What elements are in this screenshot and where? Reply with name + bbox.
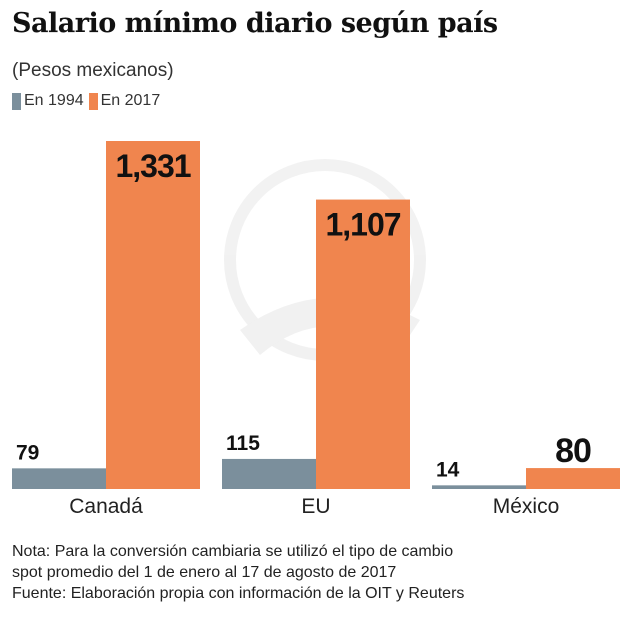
note-line: Nota: Para la conversión cambiaria se ut…: [12, 543, 454, 560]
value-label-2017: 1,107: [325, 207, 400, 243]
category-label: México: [493, 495, 560, 518]
value-label-1994: 79: [16, 441, 39, 464]
source-line: Fuente: Elaboración propia con informaci…: [12, 585, 465, 602]
value-label-1994: 115: [226, 432, 260, 455]
value-label-2017: 80: [555, 432, 591, 470]
value-label-1994: 14: [436, 458, 460, 481]
bar-2017-0: [106, 141, 200, 489]
chart-title: Salario mínimo diario según país: [12, 8, 498, 39]
bar-2017-2: [526, 468, 620, 489]
legend-label-2017: En 2017: [100, 92, 161, 109]
legend-label-1994: En 1994: [24, 92, 84, 109]
category-label: Canadá: [69, 495, 143, 518]
notes: Nota: Para la conversión cambiaria se ut…: [12, 541, 464, 604]
bar-1994-0: [12, 468, 106, 489]
value-label-2017: 1,331: [115, 148, 190, 184]
bar-1994-1: [222, 458, 316, 489]
category-label: EU: [301, 495, 330, 518]
bar-2017-1: [316, 199, 410, 489]
bar-1994-2: [432, 485, 526, 489]
legend-swatch-2017: [88, 92, 98, 110]
chart-subtitle: (Pesos mexicanos): [12, 60, 174, 81]
legend-swatch-1994: [12, 92, 21, 110]
legend: En 1994 En 2017: [12, 92, 160, 110]
note-line: spot promedio del 1 de enero al 17 de ag…: [12, 564, 397, 581]
